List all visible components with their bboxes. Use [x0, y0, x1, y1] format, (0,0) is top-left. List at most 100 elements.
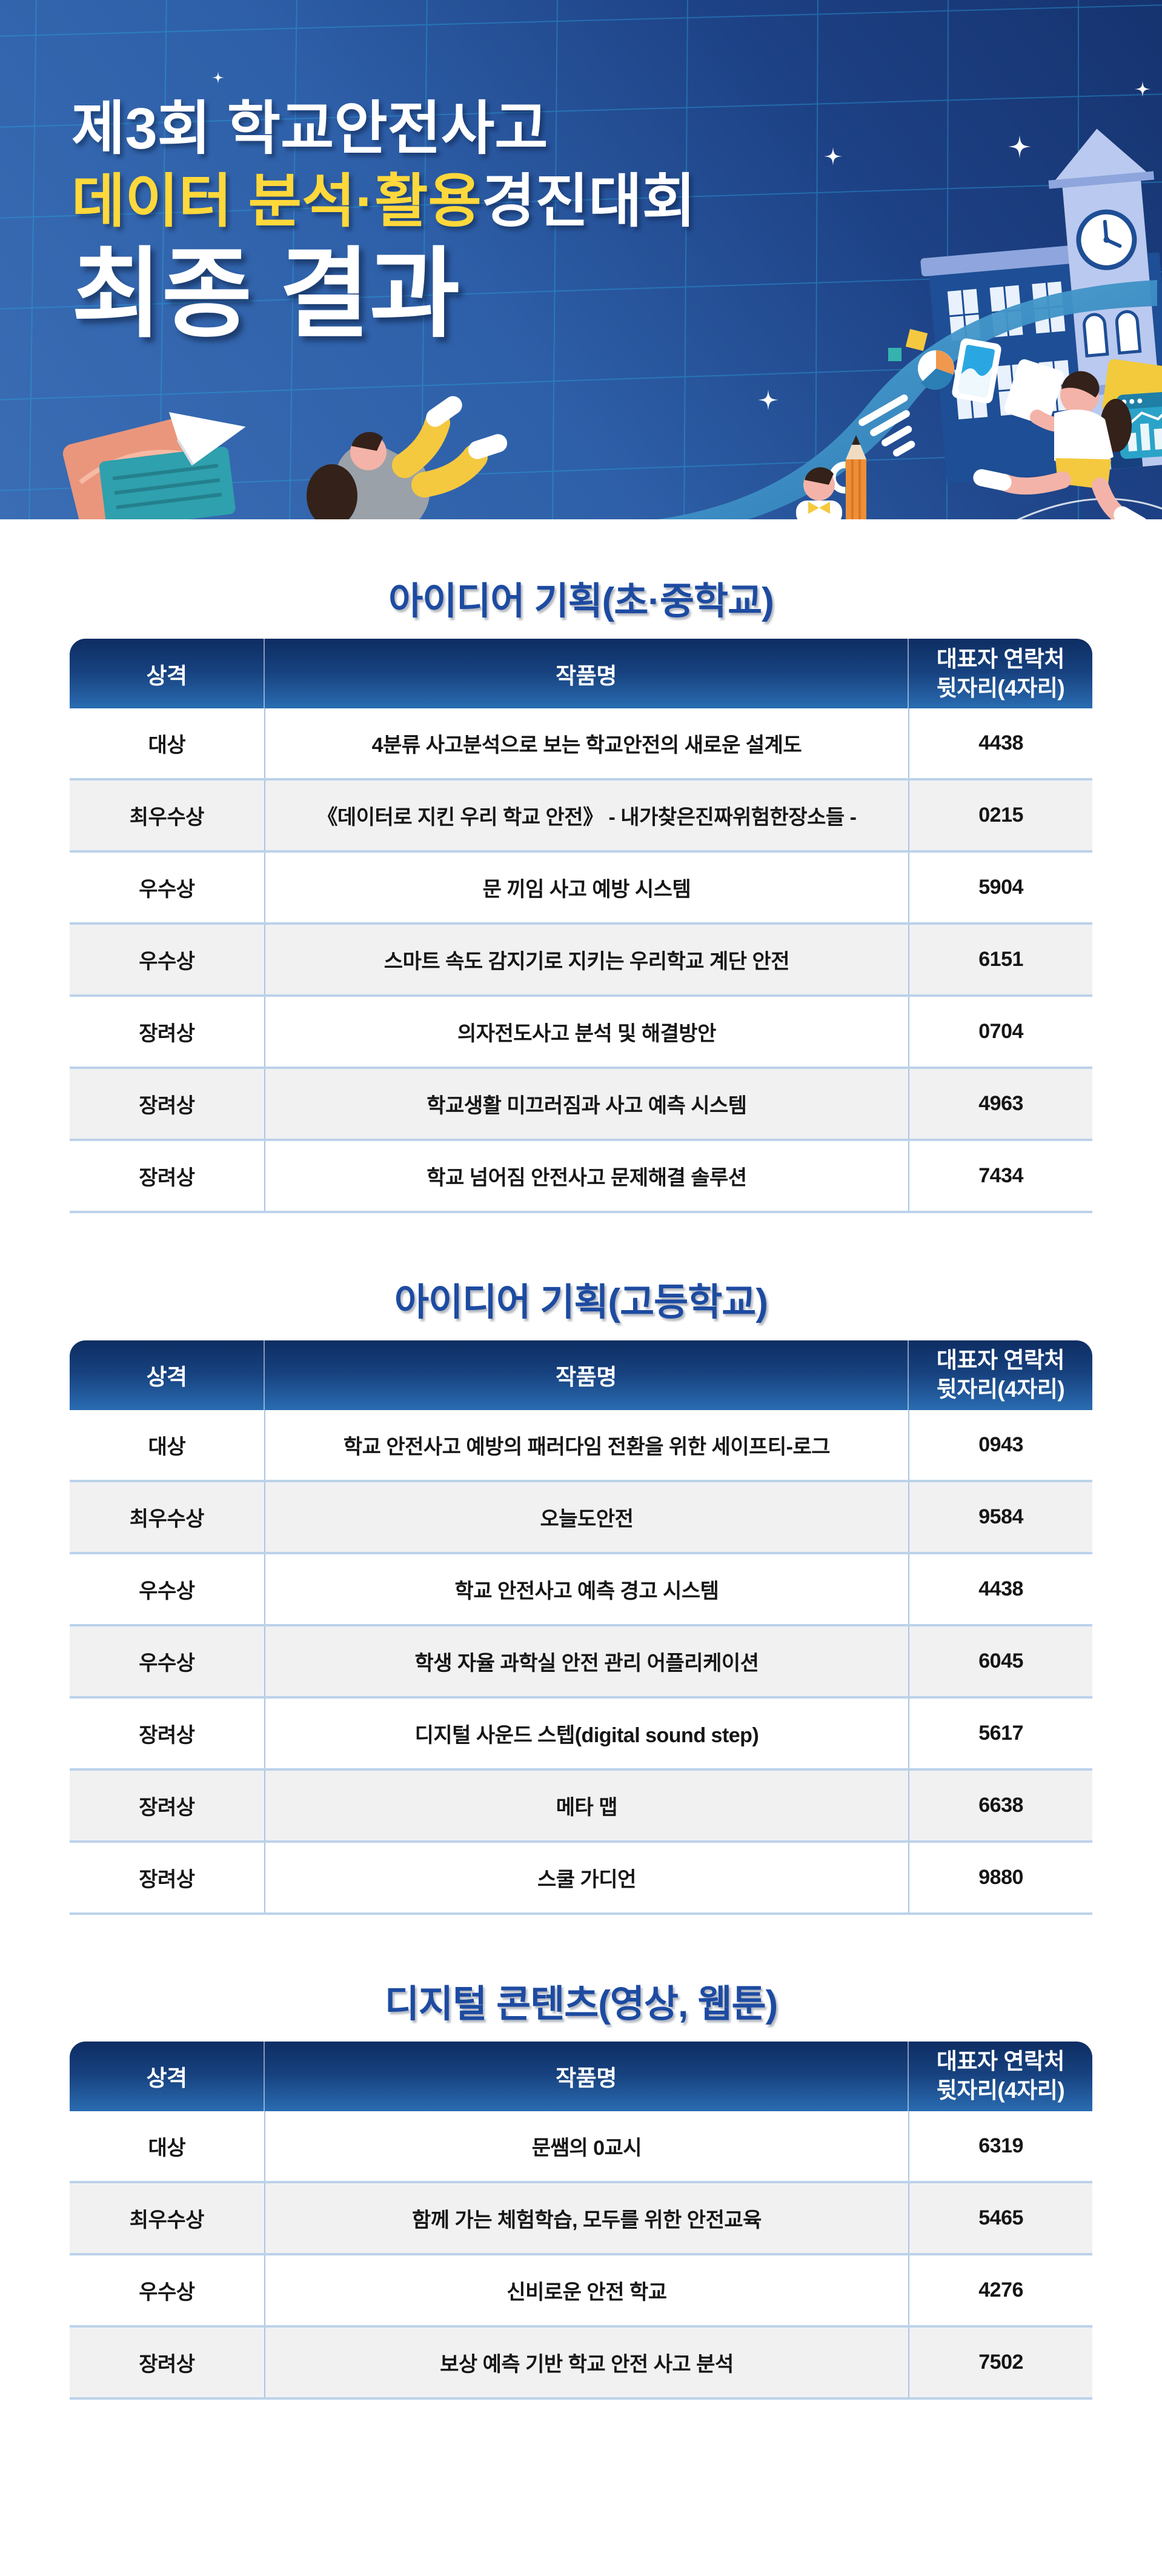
contact-cell: 6319	[908, 2111, 1092, 2181]
contact-cell: 5904	[908, 853, 1092, 923]
award-cell: 대상	[148, 734, 186, 757]
table-header-row: 상격 작품명 대표자 연락처 뒷자리(4자리)	[70, 639, 1092, 709]
clock-icon	[1076, 209, 1137, 270]
hero-title-line2-rest: 경진대회	[481, 168, 696, 234]
contact-cell: 5465	[908, 2183, 1092, 2253]
table-row: 장려상 학교 넘어짐 안전사고 문제해결 솔루션 7434	[70, 1139, 1092, 1211]
table-row: 최우수상 오늘도안전 9584	[70, 1479, 1092, 1552]
table-body: 대상 학교 안전사고 예방의 패러다임 전환을 위한 세이프티-로그 0943 …	[70, 1409, 1092, 1915]
award-cell: 장려상	[139, 1094, 195, 1118]
hero-title-block: 제3회 학교안전사고 데이터 분석·활용경진대회 최종 결과	[71, 97, 696, 344]
table-row: 최우수상 함께 가는 체험학습, 모두를 위한 안전교육 5465	[70, 2180, 1092, 2253]
work-title-cell: 학교 안전사고 예측 경고 시스템	[264, 1554, 908, 1624]
table-row: 우수상 학교 안전사고 예측 경고 시스템 4438	[70, 1551, 1092, 1624]
contact-cell: 9584	[908, 1482, 1092, 1552]
award-cell: 대상	[148, 2136, 186, 2160]
table-row: 장려상 스쿨 가디언 9880	[70, 1840, 1092, 1912]
student-illustration-1	[307, 396, 508, 519]
hero-title-line2: 데이터 분석·활용경진대회	[71, 168, 696, 234]
work-title-cell: 학교 넘어짐 안전사고 문제해결 솔루션	[264, 1141, 908, 1211]
table-row: 우수상 문 끼임 사고 예방 시스템 5904	[70, 850, 1092, 923]
contact-cell: 6638	[908, 1770, 1092, 1840]
award-cell: 우수상	[139, 878, 195, 902]
work-title-cell: 메타 맵	[264, 1770, 908, 1840]
hero-title-line1: 제3회 학교안전사고	[71, 96, 548, 161]
col-header-award: 상격	[146, 663, 187, 688]
award-cell: 장려상	[139, 1167, 195, 1190]
hero-title-line3: 최종 결과	[71, 239, 460, 350]
section-title: 아이디어 기획(고등학교)	[394, 1282, 768, 1324]
table-row: 장려상 보상 예측 기반 학교 안전 사고 분석 7502	[70, 2325, 1092, 2397]
col-header-contact-line1: 대표자 연락처	[936, 2049, 1065, 2074]
col-header-contact: 대표자 연락처 뒷자리(4자리)	[907, 2041, 1092, 2111]
award-cell: 우수상	[139, 950, 195, 974]
work-title-cell: 오늘도안전	[264, 1482, 908, 1552]
col-header-work: 작품명	[263, 1340, 908, 1410]
col-header-contact-line1: 대표자 연락처	[936, 1348, 1065, 1373]
hero-banner: 제3회 학교안전사고 데이터 분석·활용경진대회 최종 결과	[0, 0, 1162, 519]
book-illustration	[62, 412, 246, 519]
col-header-contact-line2: 뒷자리(4자리)	[936, 675, 1065, 701]
hero-title-highlight: 데이터 분석·활용	[71, 168, 482, 234]
paper-airplane-icon	[168, 412, 246, 465]
table-body: 대상 4분류 사고분석으로 보는 학교안전의 새로운 설계도 4438 최우수상…	[70, 708, 1092, 1214]
contact-cell: 7434	[908, 1141, 1092, 1211]
tablet-chart-icon	[952, 338, 1001, 404]
work-title-cell: 의자전도사고 분석 및 해결방안	[264, 997, 908, 1067]
col-header-award: 상격	[146, 2066, 187, 2091]
work-title-cell: 4분류 사고분석으로 보는 학교안전의 새로운 설계도	[264, 708, 908, 779]
work-title-cell: 신비로운 안전 학교	[264, 2255, 908, 2325]
table-row: 우수상 스마트 속도 감지기로 지키는 우리학교 계단 안전 6151	[70, 922, 1092, 995]
award-cell: 장려상	[139, 1022, 195, 1046]
table-row: 대상 4분류 사고분석으로 보는 학교안전의 새로운 설계도 4438	[70, 708, 1092, 779]
contact-cell: 4438	[908, 1554, 1092, 1624]
contact-cell: 0943	[908, 1409, 1092, 1480]
section-title: 디지털 콘텐츠(영상, 웹툰)	[384, 1983, 778, 2025]
teal-tile-icon	[888, 348, 901, 361]
table-row: 장려상 학교생활 미끄러짐과 사고 예측 시스템 4963	[70, 1067, 1092, 1139]
contact-cell: 0704	[908, 997, 1092, 1067]
section-title: 아이디어 기획(초·중학교)	[388, 581, 774, 622]
award-cell: 대상	[148, 1435, 186, 1459]
contact-cell: 7502	[908, 2327, 1092, 2397]
table-row: 대상 문쌤의 0교시 6319	[70, 2111, 1092, 2181]
work-title-cell: 보상 예측 기반 학교 안전 사고 분석	[264, 2327, 908, 2397]
bar-chart-window-illustration	[1102, 359, 1162, 459]
table-body: 대상 문쌤의 0교시 6319 최우수상 함께 가는 체험학습, 모두를 위한 …	[70, 2111, 1092, 2400]
work-title-cell: 학교생활 미끄러짐과 사고 예측 시스템	[264, 1069, 908, 1139]
table-row: 최우수상 《데이터로 지킨 우리 학교 안전》 - 내가찾은진짜위험한장소들 -…	[70, 778, 1092, 851]
contact-cell: 4276	[908, 2255, 1092, 2325]
student-illustration-3	[796, 435, 866, 519]
col-header-contact: 대표자 연락처 뒷자리(4자리)	[907, 639, 1092, 709]
results-table: 상격 작품명 대표자 연락처 뒷자리(4자리) 대상 4분류 사고분석으로 보는…	[70, 639, 1092, 1214]
student-illustration-2	[973, 359, 1162, 519]
award-cell: 장려상	[139, 1723, 195, 1747]
contact-cell: 5617	[908, 1698, 1092, 1768]
col-header-award: 상격	[146, 1365, 187, 1390]
results-table: 상격 작품명 대표자 연락처 뒷자리(4자리) 대상 문쌤의 0교시 6319 …	[70, 2041, 1092, 2400]
data-ribbon-illustration	[657, 280, 1157, 519]
contact-cell: 0215	[908, 780, 1092, 851]
col-header-work: 작품명	[263, 639, 908, 709]
work-title-cell: 디지털 사운드 스텝(digital sound step)	[264, 1698, 908, 1768]
yellow-tile-icon	[905, 328, 928, 351]
work-title-cell: 학교 안전사고 예방의 패러다임 전환을 위한 세이프티-로그	[264, 1409, 908, 1480]
col-header-work: 작품명	[263, 2041, 908, 2111]
work-title-cell: 문쌤의 0교시	[264, 2111, 908, 2181]
hero-illustration	[0, 0, 1162, 519]
table-header-row: 상격 작품명 대표자 연락처 뒷자리(4자리)	[70, 2041, 1092, 2111]
col-header-contact-line1: 대표자 연락처	[936, 646, 1065, 671]
col-header-contact: 대표자 연락처 뒷자리(4자리)	[907, 1340, 1092, 1410]
award-cell: 최우수상	[129, 806, 205, 830]
table-row: 장려상 메타 맵 6638	[70, 1768, 1092, 1840]
contact-cell: 9880	[908, 1842, 1092, 1912]
award-cell: 우수상	[139, 2280, 195, 2304]
pencil-icon	[846, 435, 866, 519]
award-cell: 장려상	[139, 1868, 195, 1891]
table-row: 대상 학교 안전사고 예방의 패러다임 전환을 위한 세이프티-로그 0943	[70, 1409, 1092, 1480]
work-title-cell: 함께 가는 체험학습, 모두를 위한 안전교육	[264, 2183, 908, 2253]
col-header-contact-line2: 뒷자리(4자리)	[936, 2078, 1065, 2103]
contact-cell: 4963	[908, 1069, 1092, 1139]
award-section: 아이디어 기획(고등학교) 상격 작품명 대표자 연락처 뒷자리(4자리) 대상…	[0, 1281, 1162, 1915]
